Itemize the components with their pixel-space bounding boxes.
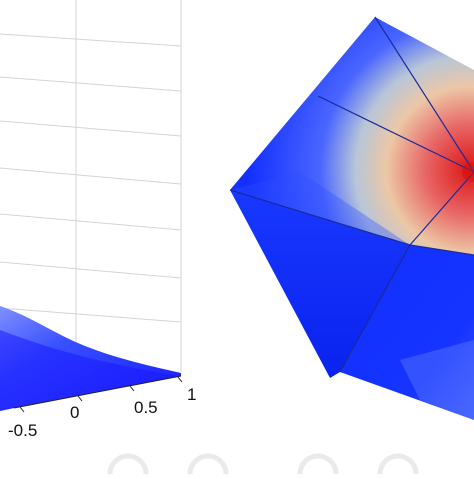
- cube-bottom-face: [340, 245, 474, 420]
- tick-label-1: 1: [187, 385, 196, 404]
- left-x-ticks: [19, 376, 183, 413]
- tick-label-0.5: 0.5: [134, 398, 158, 417]
- tick-label-neg-0.5: -0.5: [8, 421, 37, 440]
- tick-label-0: 0: [70, 403, 79, 422]
- cube-top-face-band: [230, 172, 410, 245]
- left-x-axis: [13, 375, 182, 409]
- cube-left-face: [230, 190, 410, 378]
- left-plot-grid: [0, 0, 182, 372]
- left-surface-shade: [0, 330, 181, 411]
- cube-edges: [229, 16, 474, 373]
- cube-bottom-right-glow: [400, 340, 474, 420]
- heat-peak: [462, 162, 474, 182]
- bottom-watermark: [107, 453, 419, 475]
